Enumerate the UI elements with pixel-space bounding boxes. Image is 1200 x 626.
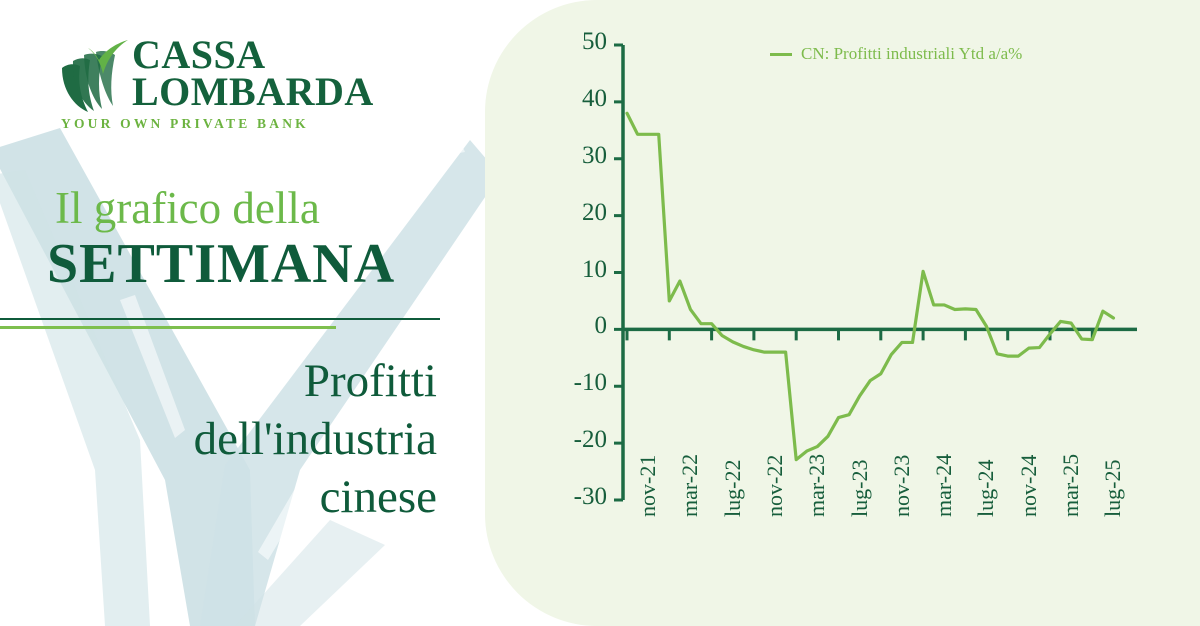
y-axis-tick-label: 40 [582,84,607,112]
logo-line-1: CASSA [132,32,266,77]
x-axis-tick-label: nov-24 [1015,455,1041,518]
legend-label: CN: Profitti industriali Ytd a/a% [801,44,1023,63]
x-axis-tick-label: mar-25 [1058,454,1083,518]
x-axis-tick-label: lug-23 [846,459,872,518]
divider-light [0,326,336,329]
x-axis-tick-label: lug-24 [973,459,999,518]
divider-dark [0,318,440,320]
wheat-leaf-icon [62,40,128,112]
x-axis-tick-label: lug-25 [1100,459,1126,518]
y-axis-tick-label: -20 [573,426,607,454]
x-axis-tick-label: lug-22 [719,459,745,518]
legend-line-swatch [770,52,792,56]
x-axis-tick-label: nov-23 [888,455,914,518]
chart-panel: CN: Profitti industriali Ytd a/a% 50 40 30… [485,0,1200,626]
logo-wordmark: CASSA LOMBARDA [132,32,374,114]
y-axis-tick-label: 20 [582,198,607,226]
chart-legend: CN: Profitti industriali Ytd a/a% [770,44,1022,64]
y-axis-tick-label: 50 [582,28,607,55]
subtitle-line-3: cinese [319,471,437,523]
y-axis-tick-label: -30 [573,483,607,510]
hero-subtitle: Profitti dell'industria cinese [97,352,437,526]
y-axis-tick-label: 10 [582,255,607,283]
x-axis-tick-label: nov-21 [635,455,660,518]
subtitle-line-1: Profitti [303,355,437,407]
x-axis-tick-label: mar-23 [804,454,830,518]
subtitle-line-2: dell'industria [193,413,437,465]
hero-kicker: Il grafico della [55,183,320,233]
y-axis-tick-label: 0 [594,312,608,340]
logo-tagline: YOUR OWN PRIVATE BANK [61,116,309,131]
brand-panel: CASSA LOMBARDA YOUR OWN PRIVATE BANK Il … [0,0,500,626]
x-axis-tick-label: nov-22 [761,455,787,518]
y-axis-tick-label: -10 [573,369,607,397]
hero-headline: SETTIMANA [47,233,396,295]
x-axis-tick-label: mar-22 [677,454,703,518]
y-axis-tick-label: 30 [582,141,607,169]
x-axis-tick-label: mar-24 [931,454,957,518]
logo-line-2: LOMBARDA [132,69,374,114]
brushstroke-watermark [0,128,500,626]
line-chart-plot [614,43,1137,502]
cassa-lombarda-logo: CASSA LOMBARDA YOUR OWN PRIVATE BANK [58,35,373,132]
